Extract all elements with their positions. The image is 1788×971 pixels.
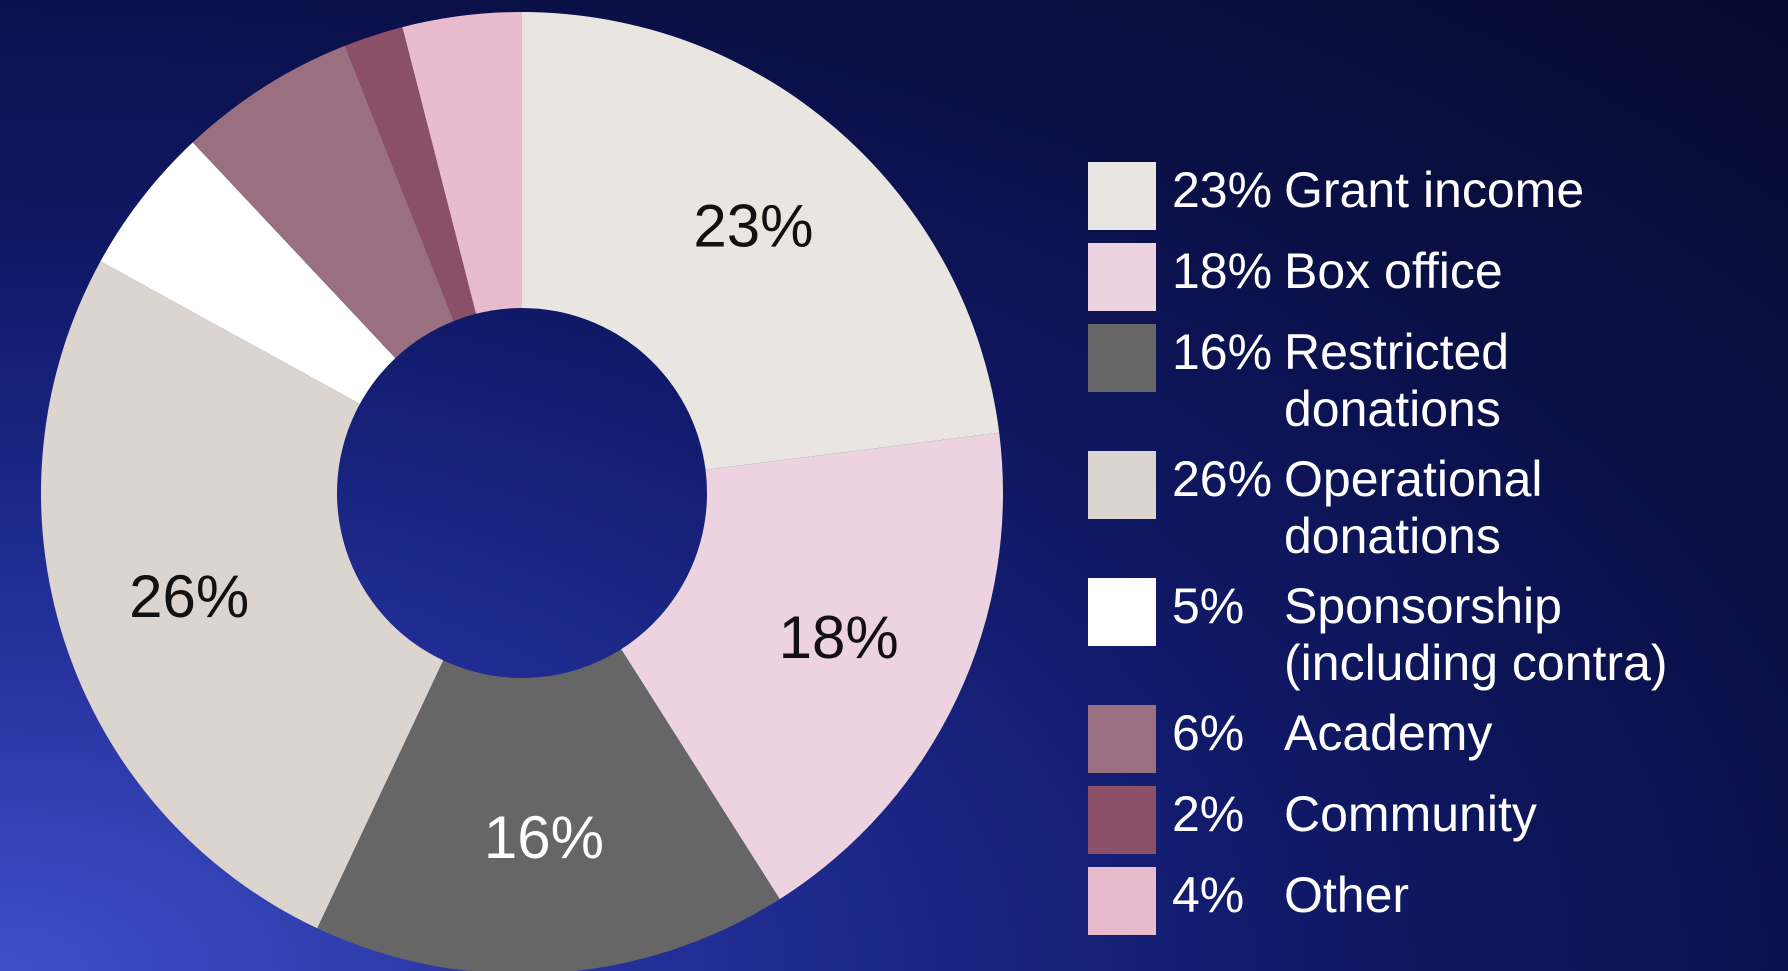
- legend-swatch: [1088, 786, 1156, 854]
- legend-label: Grant income: [1284, 162, 1724, 219]
- slice-label: 23%: [693, 192, 813, 259]
- legend-label: Community: [1284, 786, 1724, 843]
- legend-swatch: [1088, 578, 1156, 646]
- legend-item: 6%Academy: [1088, 705, 1724, 773]
- legend-swatch: [1088, 867, 1156, 935]
- legend-percent: 2%: [1172, 786, 1284, 843]
- legend-percent: 6%: [1172, 705, 1284, 762]
- legend-label: Other: [1284, 867, 1724, 924]
- legend-swatch: [1088, 705, 1156, 773]
- legend-item: 26%Operational donations: [1088, 451, 1724, 565]
- page: 23%18%16%26% 23%Grant income18%Box offic…: [0, 0, 1788, 971]
- legend-label: Sponsorship (including contra): [1284, 578, 1724, 692]
- legend-swatch: [1088, 324, 1156, 392]
- legend-item: 2%Community: [1088, 786, 1724, 854]
- legend-percent: 4%: [1172, 867, 1284, 924]
- slice-label: 26%: [129, 563, 249, 630]
- slice-label: 16%: [484, 804, 604, 871]
- legend-swatch: [1088, 162, 1156, 230]
- legend-label: Box office: [1284, 243, 1724, 300]
- legend-percent: 18%: [1172, 243, 1284, 300]
- legend-swatch: [1088, 243, 1156, 311]
- legend-item: 5%Sponsorship (including contra): [1088, 578, 1724, 692]
- legend-item: 18%Box office: [1088, 243, 1724, 311]
- legend-percent: 16%: [1172, 324, 1284, 381]
- legend-item: 23%Grant income: [1088, 162, 1724, 230]
- slice-label: 18%: [779, 604, 899, 671]
- legend-percent: 26%: [1172, 451, 1284, 508]
- legend-label: Operational donations: [1284, 451, 1724, 565]
- legend-item: 16%Restricted donations: [1088, 324, 1724, 438]
- legend-percent: 5%: [1172, 578, 1284, 635]
- legend-label: Restricted donations: [1284, 324, 1724, 438]
- legend-label: Academy: [1284, 705, 1724, 762]
- legend-item: 4%Other: [1088, 867, 1724, 935]
- legend-percent: 23%: [1172, 162, 1284, 219]
- legend-swatch: [1088, 451, 1156, 519]
